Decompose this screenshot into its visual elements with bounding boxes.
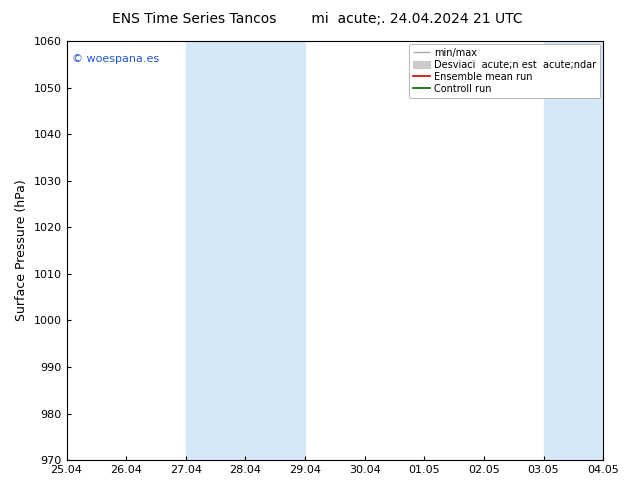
Bar	[543, 41, 603, 460]
Bar	[186, 41, 305, 460]
Legend: min/max, Desviaci  acute;n est  acute;ndar, Ensemble mean run, Controll run: min/max, Desviaci acute;n est acute;ndar…	[409, 44, 600, 98]
Text: © woespana.es: © woespana.es	[72, 53, 159, 64]
Text: ENS Time Series Tancos        mi  acute;. 24.04.2024 21 UTC: ENS Time Series Tancos mi acute;. 24.04.…	[112, 12, 522, 26]
Y-axis label: Surface Pressure (hPa): Surface Pressure (hPa)	[15, 180, 28, 321]
